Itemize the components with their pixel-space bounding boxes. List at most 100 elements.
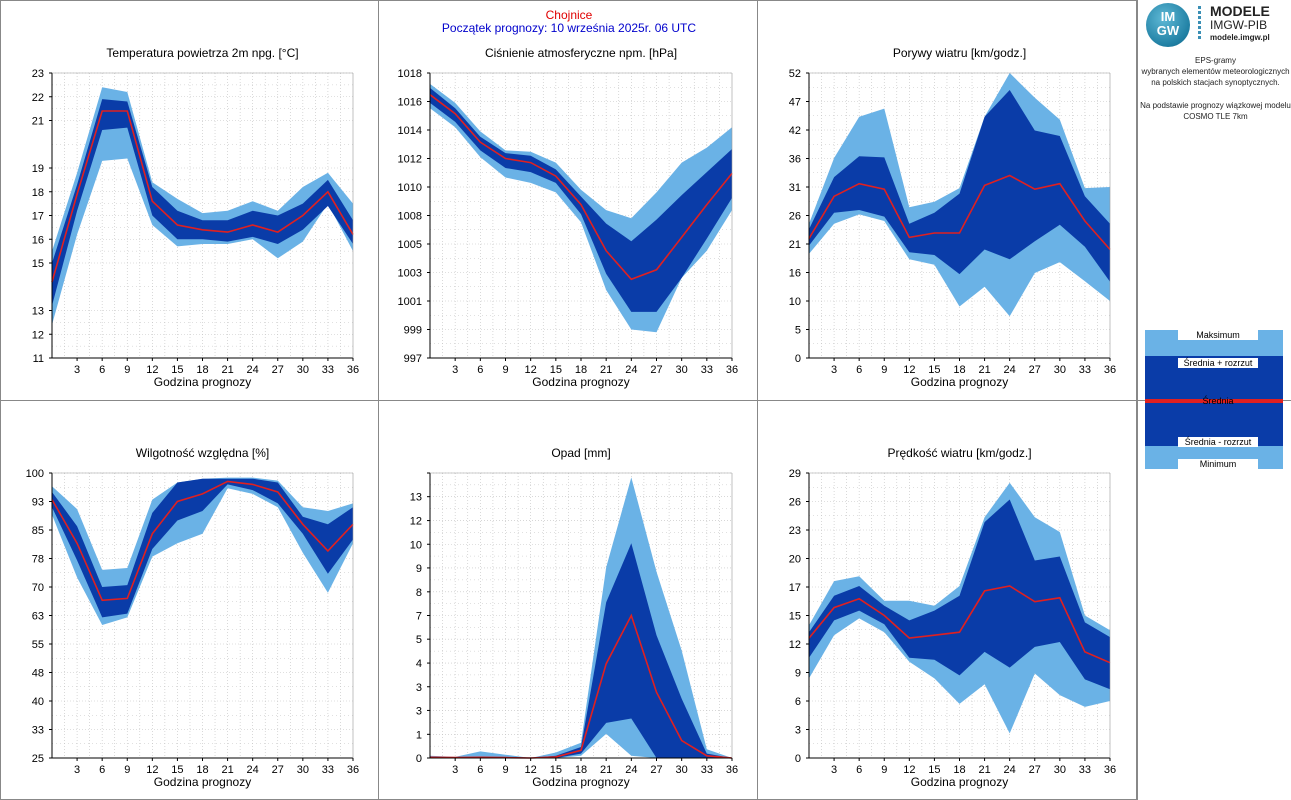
chart-humidity: Wilgotność względna [%]25334048556370788… [26,446,359,789]
y-tick-label: 29 [789,468,801,480]
x-tick-label: 21 [221,364,233,376]
charts-layer: Temperatura powietrza 2m npg. [°C]111213… [26,46,1116,789]
y-tick-label: 26 [789,497,801,509]
x-tick-label: 15 [550,764,562,776]
logo-letters-top: IM [1160,9,1176,24]
legend-min-label: Minimum [1178,459,1258,469]
x-tick-label: 12 [146,764,158,776]
note-line-3: na polskich stacjach synoptycznych. [1151,78,1280,87]
y-tick-label: 997 [404,353,422,365]
imgw-logo: IM GW MODELE IMGW-PIB modele.imgw.pl [1140,0,1291,48]
x-tick-label: 33 [322,764,334,776]
y-tick-label: 63 [32,611,44,623]
band-mean-spread [809,499,1110,690]
note-line-2: wybranych elementów meteorologicznych [1141,67,1290,76]
x-tick-label: 30 [676,764,688,776]
x-tick-label: 12 [525,364,537,376]
x-tick-label: 15 [928,764,940,776]
chart-title: Wilgotność względna [%] [136,446,269,460]
x-tick-label: 33 [701,364,713,376]
y-tick-label: 9 [795,668,801,680]
x-tick-label: 18 [575,764,587,776]
x-tick-label: 12 [903,364,915,376]
note-line-5: COSMO TLE 7km [1183,112,1248,121]
y-tick-label: 1001 [398,296,422,308]
chart-gusts: Porywy wiatru [km/godz.]0510162126313642… [789,46,1116,389]
x-tick-label: 15 [171,764,183,776]
x-tick-label: 15 [928,364,940,376]
y-tick-label: 1014 [398,125,422,137]
y-tick-label: 16 [789,268,801,280]
x-axis-label: Godzina prognozy [532,375,629,389]
x-tick-label: 6 [99,364,105,376]
x-tick-label: 15 [171,364,183,376]
band-mean-spread [52,478,353,618]
y-tick-label: 42 [789,125,801,137]
chart-title: Porywy wiatru [km/godz.] [893,46,1026,60]
chart-title: Opad [mm] [551,446,610,460]
x-tick-label: 33 [322,364,334,376]
logo-subtitle: IMGW-PIB [1210,18,1268,32]
y-tick-label: 78 [32,554,44,566]
chart-pressure: Ciśnienie atmosferyczne npm. [hPa]997999… [398,46,739,389]
y-tick-label: 1 [416,729,422,741]
chart-temp: Temperatura powietrza 2m npg. [°C] 11 12 13… [32,46,359,389]
y-tick-label: 3 [416,705,422,717]
x-tick-label: 24 [625,364,637,376]
x-tick-label: 27 [1029,764,1041,776]
series-mean-line [429,613,733,759]
y-tick-label: 18 [32,187,44,199]
x-tick-label: 24 [1004,364,1016,376]
x-tick-label: 27 [1029,364,1041,376]
station-name: Chojnice [545,8,593,22]
x-tick-label: 36 [347,364,359,376]
y-tick-label: 999 [404,325,422,337]
forecast-start: Początek prognozy: 10 września 2025r. 06… [441,21,697,35]
y-tick-label: 1005 [398,239,422,251]
x-tick-label: 24 [247,764,259,776]
y-tick-label: 19 [32,163,44,175]
y-tick-label: 3 [416,682,422,694]
y-tick-label: 1016 [398,97,422,109]
x-tick-label: 36 [726,364,738,376]
x-tick-label: 9 [502,364,508,376]
series-mean-line [51,480,354,602]
y-tick-label: 48 [32,668,44,680]
y-tick-label: 13 [410,492,422,504]
x-tick-label: 3 [452,364,458,376]
x-tick-label: 21 [600,364,612,376]
y-tick-label: 21 [789,239,801,251]
x-tick-label: 30 [297,764,309,776]
band-mean-spread [809,90,1110,282]
y-tick-label: 15 [32,258,44,270]
x-tick-label: 9 [502,764,508,776]
x-tick-label: 18 [196,364,208,376]
x-tick-label: 18 [953,764,965,776]
y-tick-label: 15 [789,611,801,623]
chart-title: Prędkość wiatru [km/godz.] [887,446,1031,460]
y-tick-label: 5 [416,634,422,646]
y-tick-label: 12 [789,639,801,651]
x-tick-label: 12 [525,764,537,776]
y-tick-label: 1018 [398,68,422,80]
y-tick-label: 12 [32,329,44,341]
legend-mean-plus-label: Średnia + rozrzut [1178,358,1258,368]
y-tick-label: 100 [26,468,44,480]
x-tick-label: 21 [221,764,233,776]
x-tick-label: 6 [477,364,483,376]
y-tick-label: 26 [789,211,801,223]
band-min-max [52,87,353,325]
y-tick-label: 85 [32,525,44,537]
y-tick-label: 23 [789,525,801,537]
y-tick-label: 1012 [398,154,422,166]
x-tick-label: 12 [146,364,158,376]
x-tick-label: 9 [881,364,887,376]
x-tick-label: 18 [575,364,587,376]
x-tick-label: 6 [856,764,862,776]
imgw-globe-icon: IM GW [1146,3,1190,47]
logo-title: MODELE [1210,3,1270,19]
x-tick-label: 24 [1004,764,1016,776]
x-tick-label: 24 [247,364,259,376]
y-tick-label: 6 [795,696,801,708]
